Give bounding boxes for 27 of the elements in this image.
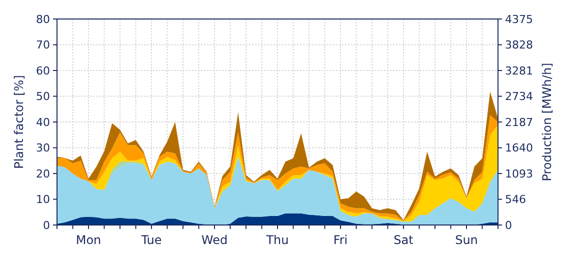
y2-tick-label: 1640 bbox=[505, 142, 533, 155]
y2-tick-label: 2187 bbox=[505, 116, 533, 129]
x-tick-label: Thu bbox=[265, 233, 289, 247]
y-tick-label: 70 bbox=[36, 38, 50, 52]
y2-tick-label: 3828 bbox=[505, 38, 533, 52]
y2-tick-label: 0 bbox=[505, 218, 512, 232]
x-tick-label: Tue bbox=[140, 233, 162, 247]
y-tick-label: 0 bbox=[43, 218, 50, 232]
y2-tick-label: 2734 bbox=[505, 90, 533, 104]
y2-tick-label: 3281 bbox=[505, 64, 533, 78]
x-tick-label: Sun bbox=[455, 233, 478, 247]
y-tick-label: 50 bbox=[36, 90, 50, 104]
y-tick-label: 40 bbox=[36, 116, 50, 129]
y2-tick-label: 1093 bbox=[505, 167, 533, 180]
x-tick-label: Wed bbox=[201, 233, 228, 247]
y-tick-label: 30 bbox=[36, 142, 50, 155]
y-tick-label: 80 bbox=[36, 12, 50, 26]
y-tick-label: 10 bbox=[36, 193, 50, 206]
y2-tick-label: 546 bbox=[505, 193, 526, 206]
x-tick-label: Mon bbox=[76, 233, 102, 247]
y-axis-title: Plant factor [%] bbox=[12, 75, 26, 169]
x-tick-label: Sat bbox=[394, 233, 414, 247]
y2-tick-label: 4375 bbox=[505, 12, 533, 26]
x-tick-label: Fri bbox=[333, 233, 348, 247]
y-tick-label: 20 bbox=[36, 167, 50, 180]
y-tick-label: 60 bbox=[36, 64, 50, 78]
y2-axis-title: Production [MWh/h] bbox=[540, 62, 554, 182]
